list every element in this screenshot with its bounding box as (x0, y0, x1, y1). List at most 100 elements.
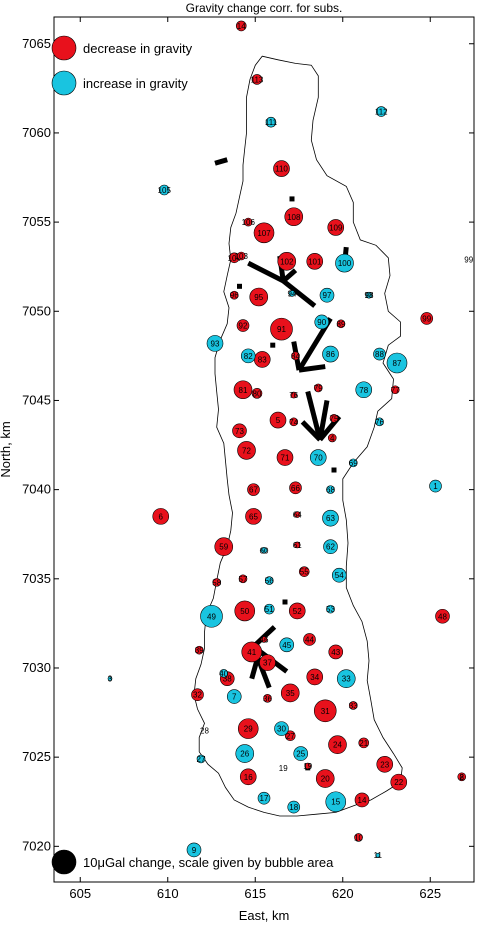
bubble-label: 7 (232, 693, 237, 702)
bubble-circle (249, 287, 269, 307)
bubble-increase: 1 (429, 479, 442, 493)
bubble-decrease: 27 (284, 730, 296, 742)
bubble-circle (348, 701, 358, 710)
bubble-label: 9 (192, 846, 197, 855)
bubble-circle (373, 347, 386, 361)
bubble-circle (289, 417, 299, 427)
bubble-circle (315, 769, 335, 788)
bubble-decrease: 39 (195, 645, 204, 655)
bubble-label: 18 (289, 803, 298, 812)
bubble-decrease: 84 (291, 351, 300, 361)
bubble-label: 6 (159, 512, 164, 521)
bubble-circle (313, 699, 337, 723)
bubble-increase: 105 (158, 184, 172, 196)
bubble-circle (331, 567, 347, 583)
bubble-circle (279, 637, 295, 653)
bubble-increase: 62 (323, 539, 338, 555)
bubble-decrease: 10 (354, 833, 363, 842)
y-tick-label: 7035 (22, 571, 51, 586)
x-axis-label: East, km (239, 908, 290, 923)
bubble-label: 11 (374, 851, 383, 860)
bubble-label: 21 (359, 739, 368, 748)
chart-title: Gravity change corr. for subs. (186, 1, 343, 15)
bubble-label: 96 (230, 291, 239, 300)
bubble-decrease: 80 (251, 388, 263, 399)
bubble-circle (260, 546, 268, 554)
bubble-decrease: 67 (247, 483, 260, 496)
bubble-circle (376, 755, 394, 773)
bubble-label: 105 (158, 186, 172, 195)
bubble-circle (212, 578, 222, 587)
bubble-label: 24 (333, 741, 342, 750)
bubble-circle (274, 721, 289, 736)
bubble-label: 46 (260, 635, 269, 644)
bubble-circle (375, 106, 387, 117)
bubble-circle (251, 74, 263, 85)
bubble-label: 97 (323, 291, 332, 300)
station-text-label: 98 (365, 291, 374, 300)
bubble-circle (329, 413, 339, 423)
bubble-label: 110 (275, 165, 288, 174)
bubble-label: 48 (438, 612, 447, 621)
bubble-circle (214, 537, 234, 557)
bubble-circle (226, 689, 242, 704)
bubble-label: 14 (358, 796, 367, 805)
bubble-decrease: 83 (253, 351, 271, 368)
bubble-circle (284, 730, 296, 742)
bubble-circle (435, 608, 450, 624)
bubble-label: 37 (263, 659, 272, 668)
bubble-label: 38 (223, 675, 232, 684)
bubble-label: 61 (293, 541, 302, 550)
bubble-label: 77 (391, 386, 400, 395)
bubble-label: 44 (305, 635, 314, 644)
bubble-label: 63 (326, 514, 335, 523)
bubble-circle (386, 352, 408, 374)
bubble-decrease: 113 (251, 74, 264, 85)
bubble-circle (290, 391, 298, 399)
station-square-marker (270, 342, 276, 348)
bubble-decrease: 24 (328, 735, 347, 754)
bubble-increase: 27 (197, 754, 206, 764)
bubble-circle (277, 252, 297, 271)
x-tick-label: 610 (157, 886, 179, 901)
bubble-decrease: 73 (232, 423, 247, 439)
legend-marker (51, 70, 77, 96)
bubble-label: 64 (293, 511, 302, 520)
bubble-circle (457, 772, 467, 782)
gravity-vector (317, 400, 330, 441)
bubble-circle (284, 207, 304, 227)
bubble-circle (314, 314, 330, 330)
bubble-circle (247, 483, 260, 496)
legend-label: increase in gravity (83, 76, 188, 91)
bubble-increase: 54 (331, 567, 347, 583)
bubble-circle (264, 576, 274, 585)
bubble-circle (309, 449, 327, 466)
legend-marker (51, 35, 77, 61)
bubble-label: 51 (265, 605, 274, 614)
bubble-increase: 111 (265, 116, 278, 128)
bubble-decrease: 14 (354, 792, 370, 808)
bubble-increase: 78 (355, 381, 373, 399)
gravity-vector (214, 157, 228, 166)
y-tick-label: 7050 (22, 303, 51, 318)
bubble-label: 98 (365, 291, 374, 300)
bubble-increase: 94 (288, 289, 297, 298)
bubble-circle (293, 746, 309, 761)
bubble-label: 87 (393, 359, 402, 368)
station-text-label: 99 (464, 256, 473, 265)
bubble-circle (240, 348, 256, 364)
bubble-circle (306, 668, 324, 686)
bubble-label: 10 (354, 833, 363, 842)
bubble-label: 17 (260, 794, 269, 803)
bubble-label: 39 (195, 646, 204, 655)
bubble-decrease: 55 (298, 566, 310, 577)
bubble-circle (232, 423, 247, 439)
bubble-circle (265, 116, 277, 128)
x-tick-label: 625 (419, 886, 441, 901)
legend-label: 10μGal change, scale given by bubble are… (83, 855, 334, 870)
bubble-decrease: 77 (391, 385, 400, 395)
station-square-marker (331, 467, 337, 473)
bubble-label: 45 (282, 641, 291, 650)
bubble-label: 31 (321, 707, 330, 716)
bubble-decrease: 106 (242, 217, 255, 227)
